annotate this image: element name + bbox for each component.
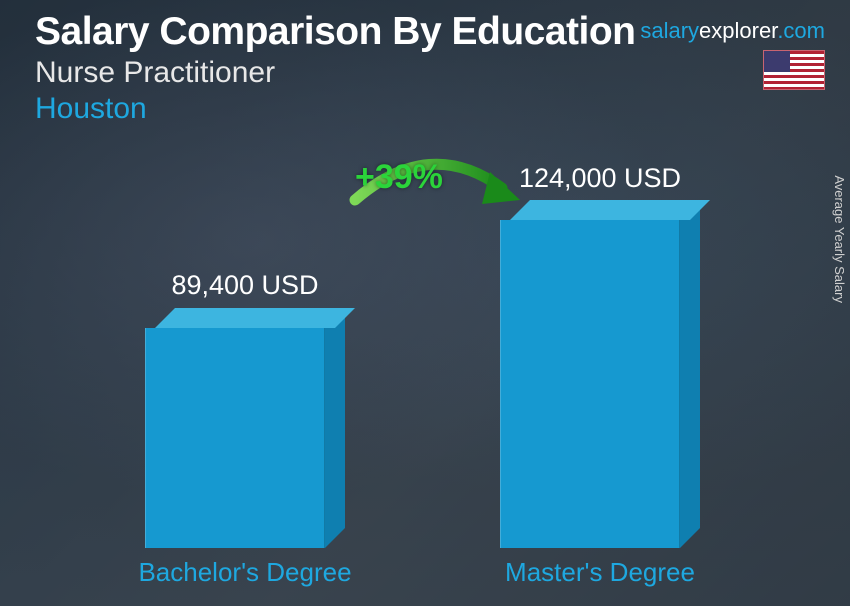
bar-label-masters: Master's Degree bbox=[470, 557, 730, 588]
bar-side-face bbox=[680, 200, 700, 548]
bar-side-face bbox=[325, 308, 345, 548]
percent-increase-label: +39% bbox=[355, 158, 443, 197]
job-title: Nurse Practitioner bbox=[35, 56, 830, 90]
bar-label-bachelors: Bachelor's Degree bbox=[115, 557, 375, 588]
page-title: Salary Comparison By Education bbox=[35, 10, 830, 54]
bar-top-face bbox=[155, 308, 355, 328]
location: Houston bbox=[35, 92, 830, 126]
bar-front-face bbox=[500, 220, 680, 548]
bar-top-face bbox=[510, 200, 710, 220]
bar-front-face bbox=[145, 328, 325, 548]
bar-value-bachelors: 89,400 USD bbox=[115, 270, 375, 301]
header: Salary Comparison By Education Nurse Pra… bbox=[35, 10, 830, 126]
